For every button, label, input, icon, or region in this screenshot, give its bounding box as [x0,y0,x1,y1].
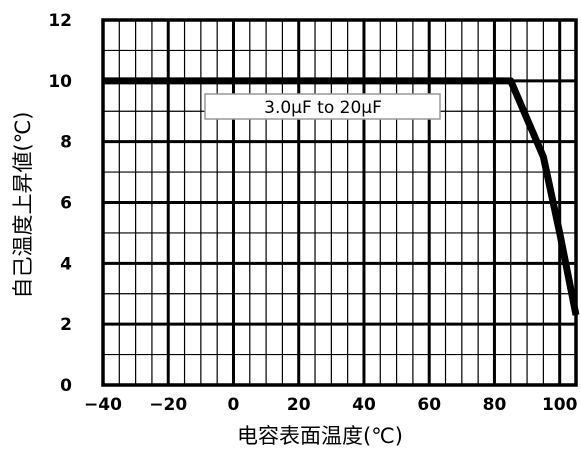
x-tick-label: −40 [84,395,122,415]
x-tick-label: −20 [149,395,187,415]
y-tick-label: 6 [60,194,72,214]
annotation-layer: 3.0μF to 20μF [205,94,440,119]
x-tick-label: 40 [352,395,376,415]
grid [103,20,576,385]
y-tick-label: 12 [48,11,72,31]
x-tick-label: 0 [228,395,240,415]
x-tick-label: 60 [417,395,441,415]
y-tick-label: 2 [60,315,72,335]
x-tick-label: 100 [542,395,578,415]
x-tick-label: 20 [287,395,311,415]
y-tick-label: 0 [60,376,72,396]
y-axis-title: 自己温度上昇値(℃) [11,112,35,299]
x-tick-label: 80 [483,395,507,415]
x-axis-title: 电容表面温度(℃) [237,424,403,448]
y-tick-label: 10 [48,72,72,92]
annotation-label: 3.0μF to 20μF [264,98,382,118]
y-tick-label: 8 [60,133,72,153]
y-tick-label: 4 [60,254,72,274]
